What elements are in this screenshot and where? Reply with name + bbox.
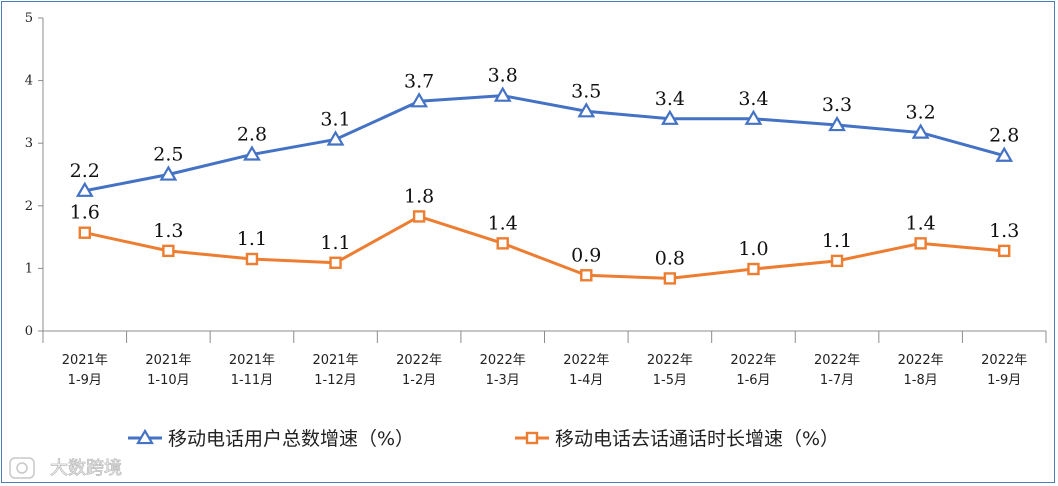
x-tick-label: 2022年 [730,353,776,368]
legend-label: 移动电话用户总数增速（%） [168,428,414,450]
camera-logo-icon [9,457,35,479]
axes: 0 1 2 3 4 5 2021年 1-9月 2021年 1-10月 2021年 1-11月 2021年… [25,11,1047,388]
data-point [326,130,345,146]
x-tick-label: 1-2月 [402,373,436,388]
data-label: 3.7 [404,70,434,92]
x-tick-label: 1-9月 [68,373,102,388]
x-tick-label: 1-5月 [653,373,687,388]
data-label: 1.4 [488,212,518,234]
x-tick-label: 2021年 [62,353,108,368]
data-label: 2.2 [70,160,100,182]
x-tick-label: 1-12月 [314,373,357,388]
y-tick-label: 4 [25,74,33,89]
y-tick-label: 3 [25,136,33,151]
legend-item-1: 移动电话用户总数增速（%） [128,428,414,450]
data-point [496,237,509,250]
data-label: 3.5 [571,80,601,102]
data-label: 3.4 [738,88,768,110]
series-line [84,94,1005,193]
x-tick-label: 2021年 [145,353,191,368]
x-tick-label: 2022年 [898,353,944,368]
data-label: 3.4 [655,88,685,110]
legend: 移动电话用户总数增速（%） 移动电话去话通话时长增速（%） [128,428,839,450]
data-label: 2.5 [153,144,183,166]
data-label: 3.8 [488,65,518,87]
y-tick-label: 0 [25,324,33,339]
data-label: 1.4 [906,212,936,234]
y-tick-label: 2 [25,199,33,214]
data-point [75,181,94,197]
data-label: 1.8 [404,185,434,207]
data-point [744,109,763,125]
data-point [493,86,512,102]
x-tick-label: 2022年 [563,353,609,368]
data-label: 1.6 [70,202,100,224]
series-2: 1.6 1.3 1.1 1.1 1.8 1.4 0.9 0.8 1.0 1.1 1.4 1.3 [70,185,1019,285]
data-label: 1.1 [822,230,852,252]
data-point [995,146,1014,162]
data-label: 1.3 [989,220,1019,242]
data-point [410,92,429,108]
data-label: 1.0 [738,238,768,260]
x-tick-label: 1-4月 [569,373,603,388]
data-point [663,272,677,285]
data-label: 0.9 [571,244,601,266]
x-tick-label: 1-3月 [486,373,520,388]
data-point [998,244,1011,258]
data-label: 3.2 [906,102,936,124]
data-label: 0.8 [655,247,685,269]
x-tick-label: 2022年 [480,353,526,368]
data-point [329,256,342,269]
data-label: 1.1 [237,228,267,250]
series-line [84,214,1005,280]
x-tick-label: 2022年 [814,353,860,368]
data-point [412,210,426,223]
data-point [243,145,261,161]
x-tick-label: 1-9月 [987,373,1021,388]
data-label: 1.1 [320,232,350,254]
legend-label: 移动电话去话通话时长增速（%） [555,428,839,450]
x-tick-label: 1-10月 [147,373,190,388]
legend-marker [136,428,154,445]
data-point [914,237,927,250]
data-point [162,244,175,258]
y-tick-label: 5 [25,11,33,26]
data-label: 2.8 [237,123,267,145]
data-point [245,252,259,266]
data-point [830,254,844,268]
x-tick-label: 2022年 [647,353,693,368]
data-point [660,109,679,125]
legend-marker [525,431,539,445]
watermark-text: 大数跨境 [50,458,122,479]
data-point [828,115,846,132]
x-tick-label: 1-8月 [904,373,938,388]
series-layer: 2.22.52.83.13.7 3.83.5 3.4 3.4 3.3 3.22.81.61… [70,65,1019,285]
data-label: 2.8 [989,125,1019,147]
x-tick-label: 1-6月 [736,373,770,388]
x-tick-label: 2022年 [981,353,1027,368]
y-tick-label: 1 [25,261,33,276]
x-tick-label: 2021年 [229,353,275,368]
x-tick-label: 2021年 [312,353,358,368]
data-label: 3.1 [320,108,350,130]
data-point [577,102,596,118]
data-point [78,226,91,239]
x-tick-label: 2022年 [396,353,442,368]
x-tick-label: 1-7月 [820,373,854,388]
data-point [580,269,593,282]
data-point [911,123,930,139]
data-point [159,165,178,181]
x-tick-label: 1-11月 [231,373,274,388]
series-1: 2.2 2.5 2.8 3.1 3.7 3.8 3.5 3.4 3.4 3.3 3.2 2.8 [70,65,1019,197]
data-point [747,262,760,276]
watermark: 大数跨境 [9,457,122,479]
data-label: 1.3 [153,220,183,242]
data-label: 3.3 [822,94,852,116]
legend-item-2: 移动电话去话通话时长增速（%） [515,428,839,450]
